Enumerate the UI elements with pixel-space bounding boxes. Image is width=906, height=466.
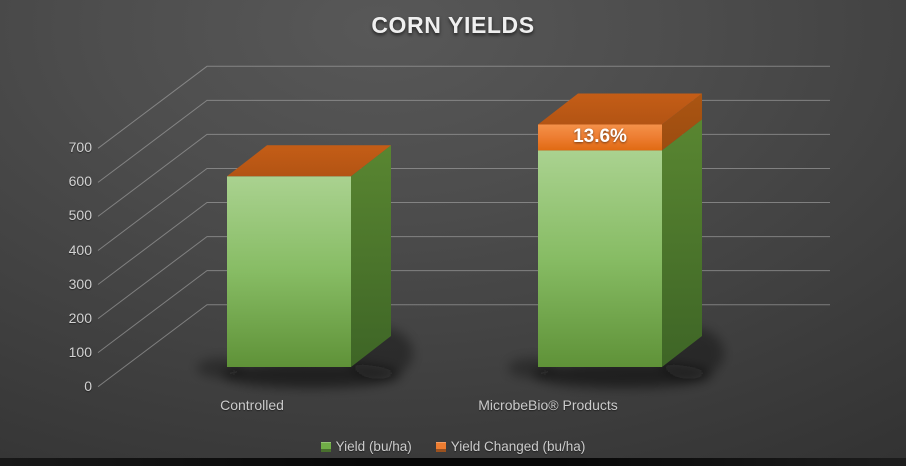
legend-label-yield: Yield (bu/ha)	[335, 439, 412, 454]
bar-microbebio-products-yield-front	[538, 150, 662, 367]
chart-title: CORN YIELDS	[371, 12, 535, 38]
y-axis-label-0: 0	[84, 377, 92, 394]
gridline-100	[97, 270, 830, 353]
y-axis-label-500: 500	[68, 207, 92, 224]
legend-label-yield-changed: Yield Changed (bu/ha)	[450, 439, 586, 454]
y-axis-label-200: 200	[68, 309, 92, 326]
bar-controlled-yield-side	[351, 145, 391, 367]
x-axis-label-microbebio-products: MicrobeBio® Products	[478, 397, 618, 413]
y-axis-label-700: 700	[68, 139, 92, 156]
gridline-500	[97, 133, 830, 217]
bar-microbebio-products-changed-side	[662, 93, 702, 151]
gridline-600	[97, 99, 830, 183]
gridline-700	[97, 65, 830, 149]
bar-controlled-top-face	[227, 145, 391, 177]
x-axis-label-controlled: Controlled	[220, 397, 284, 413]
bar-microbebio-products-changed-front	[538, 124, 662, 151]
legend-item-yield-changed: Yield Changed (bu/ha)	[435, 439, 586, 454]
bar-microbebio-products-top-face	[538, 93, 702, 125]
y-axis-label-100: 100	[68, 343, 92, 360]
bar-controlled-yield-front	[227, 176, 351, 367]
legend-swatch-yield-icon	[320, 441, 331, 452]
bottom-edge-bar	[0, 458, 906, 466]
bar-microbebio-products-yield-side	[662, 119, 702, 368]
change-percent-label: 13.6%	[573, 126, 627, 148]
legend: Yield (bu/ha) Yield Changed (bu/ha)	[0, 439, 906, 454]
gridline-200	[97, 236, 830, 319]
gridline-400	[97, 168, 830, 251]
legend-item-yield: Yield (bu/ha)	[320, 439, 412, 454]
y-axis-label-600: 600	[68, 173, 92, 190]
y-axis-label-400: 400	[68, 241, 92, 258]
y-axis-label-300: 300	[68, 275, 92, 292]
legend-swatch-yield-changed-icon	[435, 441, 446, 452]
gridline-300	[97, 202, 830, 285]
